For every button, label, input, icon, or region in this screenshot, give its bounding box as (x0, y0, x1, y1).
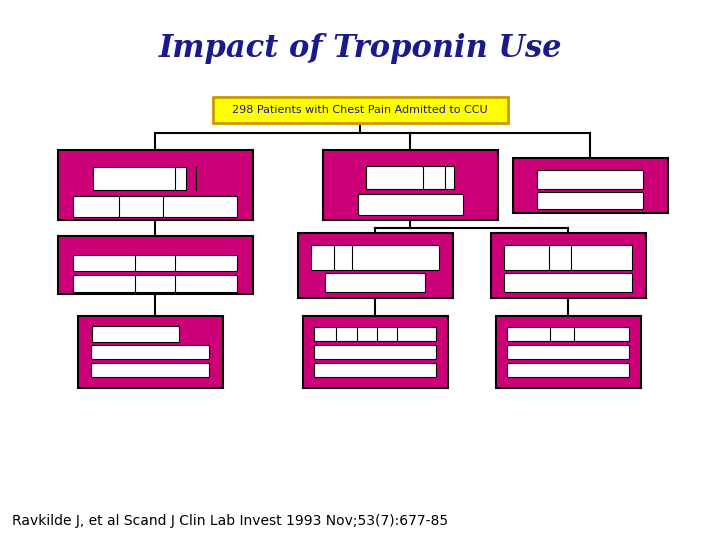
Bar (312, 245, 438, 269)
Bar (93, 167, 186, 190)
Text: Impact of Troponin Use: Impact of Troponin Use (158, 32, 562, 64)
Bar (314, 363, 436, 377)
Bar (297, 233, 452, 298)
Bar (302, 316, 448, 388)
Bar (507, 345, 629, 359)
Bar (537, 192, 643, 209)
Bar (73, 275, 237, 292)
Bar (314, 345, 436, 359)
Bar (358, 194, 462, 215)
Text: Ravkilde J, et al Scand J Clin Lab Invest 1993 Nov;53(7):677-85: Ravkilde J, et al Scand J Clin Lab Inves… (12, 514, 448, 528)
Bar (366, 166, 454, 189)
Bar (323, 150, 498, 220)
Bar (505, 245, 631, 269)
Bar (73, 195, 237, 217)
Bar (537, 170, 643, 189)
Bar (92, 326, 179, 342)
Bar (91, 345, 210, 359)
Bar (507, 327, 629, 341)
Bar (513, 158, 667, 213)
Bar (91, 363, 210, 377)
Bar (212, 97, 508, 123)
Bar (325, 273, 426, 292)
Bar (505, 273, 631, 292)
Bar (490, 233, 646, 298)
Bar (58, 150, 253, 220)
Bar (507, 363, 629, 377)
Bar (495, 316, 641, 388)
Bar (73, 254, 237, 271)
Bar (314, 327, 436, 341)
Text: 298 Patients with Chest Pain Admitted to CCU: 298 Patients with Chest Pain Admitted to… (232, 105, 488, 115)
Bar (58, 236, 253, 294)
Bar (78, 316, 222, 388)
